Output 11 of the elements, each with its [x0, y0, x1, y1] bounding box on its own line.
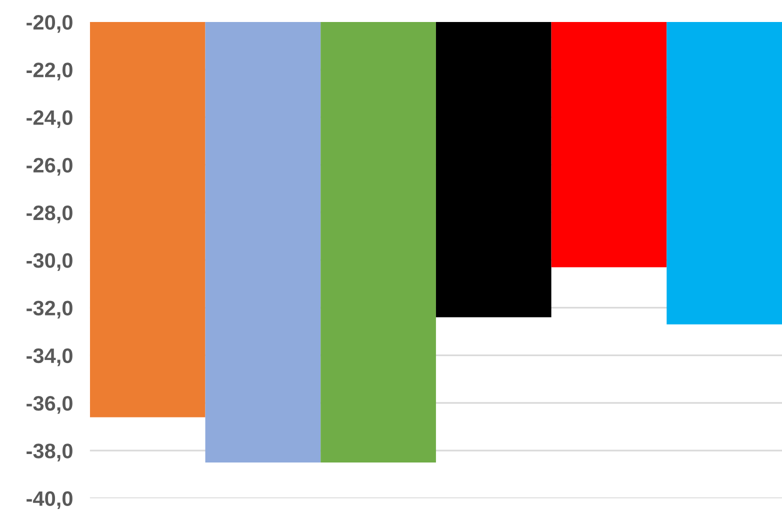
y-tick-label: -24,0 — [26, 110, 72, 128]
y-tick-label: -36,0 — [26, 396, 72, 414]
y-tick-label: -26,0 — [26, 158, 72, 176]
y-tick-label: -20,0 — [26, 14, 72, 33]
y-tick-label: -30,0 — [26, 253, 72, 271]
y-tick-label: -22,0 — [26, 62, 72, 80]
y-tick-label: -32,0 — [26, 300, 72, 318]
y-tick-label: -38,0 — [26, 444, 72, 462]
y-tick-label: -28,0 — [26, 205, 72, 224]
y-tick-label: -34,0 — [26, 348, 72, 366]
y-tick-label: -40,0 — [26, 491, 72, 509]
